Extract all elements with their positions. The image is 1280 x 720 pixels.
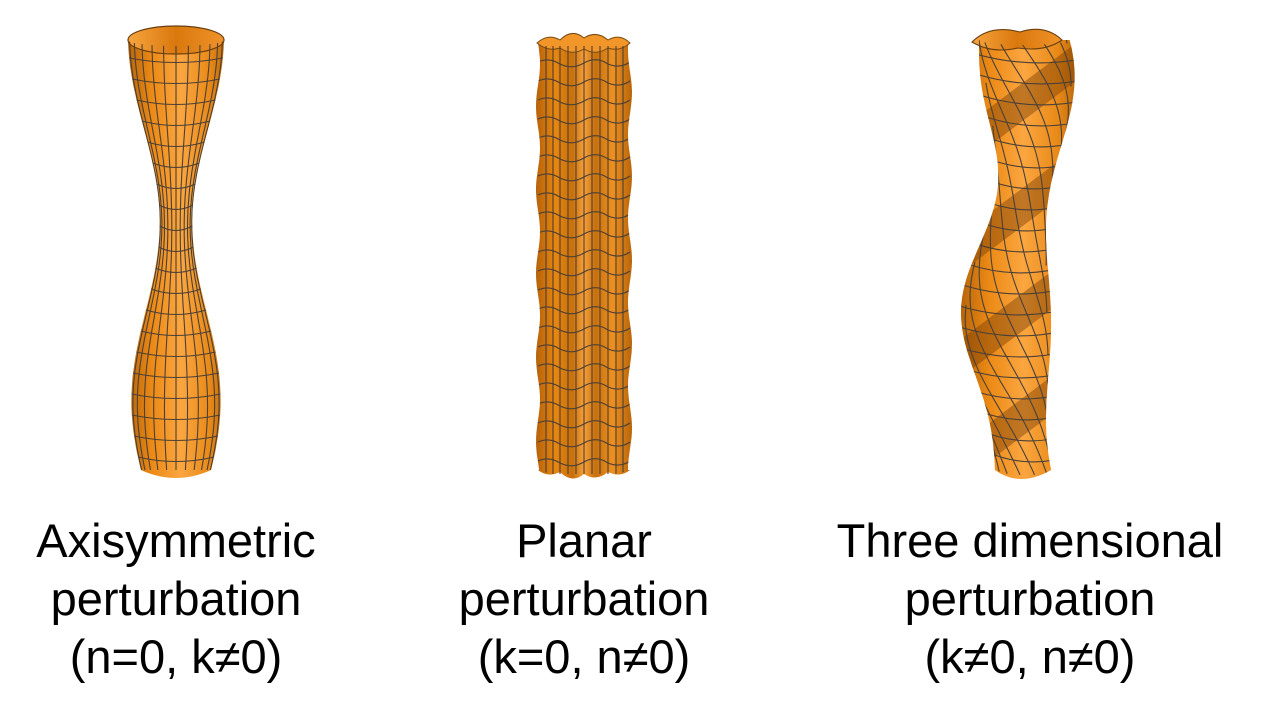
caption-planar-line1: Planar bbox=[516, 514, 652, 567]
caption-axisymmetric-line1: Axisymmetric bbox=[36, 514, 316, 567]
caption-axisymmetric-line3: (n=0, k≠0) bbox=[69, 630, 283, 683]
caption-three-dimensional-line1: Three dimensional bbox=[836, 514, 1224, 567]
planar-tube bbox=[536, 33, 632, 479]
caption-axisymmetric: Axisymmetric perturbation (n=0, k≠0) bbox=[0, 512, 396, 686]
caption-planar-line2: perturbation bbox=[458, 572, 710, 625]
caption-three-dimensional-line3: (k≠0, n≠0) bbox=[924, 630, 1136, 683]
caption-three-dimensional-line2: perturbation bbox=[904, 572, 1156, 625]
caption-planar: Planar perturbation (k=0, n≠0) bbox=[364, 512, 804, 686]
caption-three-dimensional: Three dimensional perturbation (k≠0, n≠0… bbox=[810, 512, 1250, 686]
axisymmetric-tube bbox=[127, 25, 225, 478]
caption-axisymmetric-line2: perturbation bbox=[50, 572, 302, 625]
caption-planar-line3: (k=0, n≠0) bbox=[477, 630, 691, 683]
